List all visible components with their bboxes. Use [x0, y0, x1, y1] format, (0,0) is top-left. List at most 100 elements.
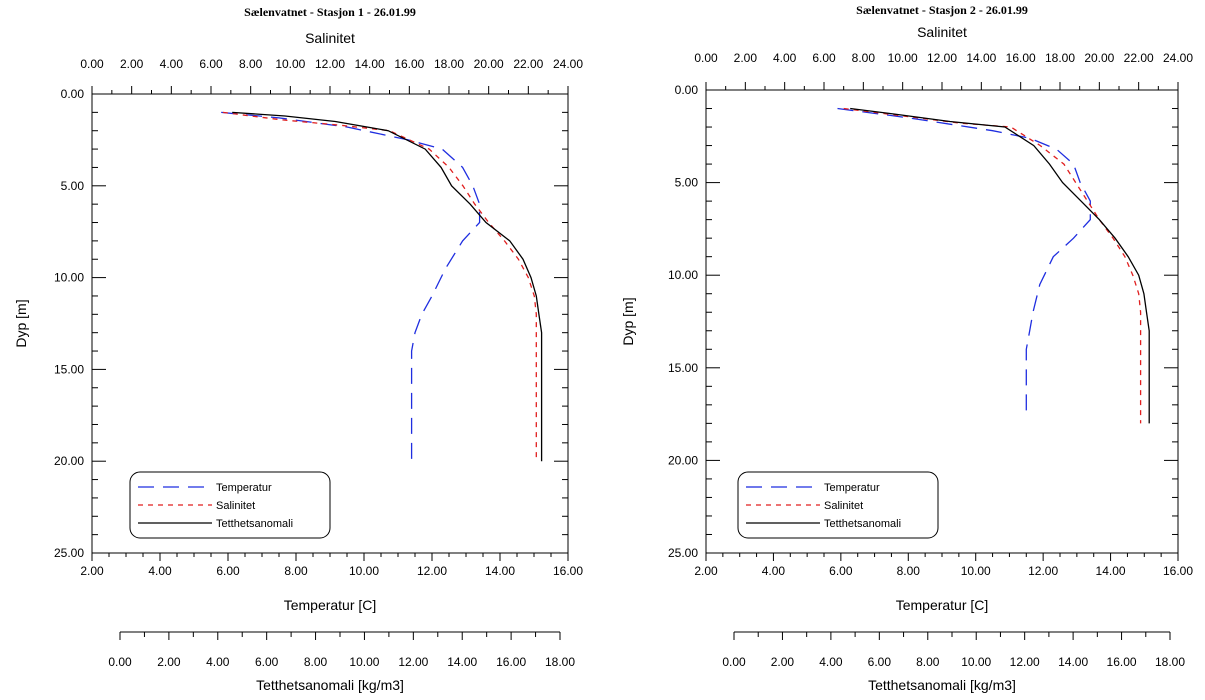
density-tick-label: 18.00: [545, 655, 575, 669]
density-tick-label: 16.00: [1107, 655, 1137, 669]
density-axis-label: Tetthetsanomali [kg/m3]: [868, 677, 1016, 693]
density-axis-label: Tetthetsanomali [kg/m3]: [256, 677, 404, 693]
legend-box: [129, 471, 331, 539]
legend-label: Salinitet: [824, 500, 863, 512]
temperature-tick-label: 6.00: [829, 564, 853, 578]
salinity-tick-label: 24.00: [553, 57, 583, 71]
salinity-tick-label: 4.00: [160, 57, 184, 71]
legend: Temperatur Salinitet Tetthetsanomali: [129, 471, 331, 539]
depth-tick-label: 10.00: [54, 271, 84, 285]
density-tick-label: 10.00: [349, 655, 379, 669]
temperature-tick-label: 16.00: [553, 564, 583, 578]
chart-panel-1: Sælenvatnet - Stasjon 1 - 26.01.99 Salini…: [13, 5, 583, 693]
depth-axis-label: Dyp [m]: [620, 297, 636, 345]
series-line-salinitet: [222, 111, 537, 462]
salinity-tick-label: 18.00: [434, 57, 464, 71]
legend-label: Temperatur: [824, 482, 880, 494]
temperature-axis-label: Temperatur [C]: [896, 597, 989, 613]
salinity-tick-label: 12.00: [927, 51, 957, 65]
density-tick-label: 12.00: [1010, 655, 1040, 669]
salinity-axis-label: Salinitet: [917, 24, 967, 40]
depth-tick-label: 20.00: [668, 453, 698, 467]
depth-tick-label: 5.00: [61, 179, 85, 193]
temperature-tick-label: 6.00: [216, 564, 240, 578]
temperature-tick-label: 10.00: [349, 564, 379, 578]
salinity-tick-label: 14.00: [966, 51, 996, 65]
density-tick-label: 14.00: [447, 655, 477, 669]
series-line-temperatur: [221, 111, 481, 462]
series-line-temperatur: [837, 107, 1091, 411]
depth-tick-label: 25.00: [54, 546, 84, 560]
salinity-tick-label: 6.00: [812, 51, 836, 65]
depth-tick-label: 10.00: [668, 268, 698, 282]
salinity-tick-label: 20.00: [1084, 51, 1114, 65]
density-tick-label: 2.00: [157, 655, 181, 669]
salinity-tick-label: 2.00: [120, 57, 144, 71]
series-line-salinitet: [843, 107, 1142, 424]
salinity-tick-label: 4.00: [773, 51, 797, 65]
temperature-tick-label: 12.00: [1028, 564, 1058, 578]
series-line-tetthetsanomali: [232, 111, 543, 462]
salinity-axis-label: Salinitet: [305, 30, 355, 46]
depth-tick-label: 25.00: [668, 546, 698, 560]
salinity-tick-label: 22.00: [513, 57, 543, 71]
depth-tick-label: 15.00: [54, 362, 84, 376]
salinity-tick-label: 8.00: [239, 57, 263, 71]
salinity-tick-label: 20.00: [474, 57, 504, 71]
temperature-tick-label: 16.00: [1163, 564, 1193, 578]
salinity-tick-label: 10.00: [888, 51, 918, 65]
density-tick-label: 4.00: [819, 655, 843, 669]
temperature-tick-label: 10.00: [961, 564, 991, 578]
density-tick-label: 4.00: [206, 655, 230, 669]
temperature-tick-label: 8.00: [897, 564, 921, 578]
salinity-tick-label: 12.00: [315, 57, 345, 71]
salinity-tick-label: 24.00: [1163, 51, 1193, 65]
salinity-tick-label: 0.00: [694, 51, 718, 65]
chart-title: Sælenvatnet - Stasjon 1 - 26.01.99: [244, 5, 416, 19]
salinity-tick-label: 8.00: [852, 51, 876, 65]
density-tick-label: 12.00: [398, 655, 428, 669]
density-tick-label: 14.00: [1058, 655, 1088, 669]
legend-label: Tetthetsanomali: [824, 518, 901, 530]
series-line-tetthetsanomali: [850, 107, 1150, 424]
density-tick-label: 6.00: [868, 655, 892, 669]
density-tick-label: 8.00: [304, 655, 328, 669]
legend-label: Tetthetsanomali: [216, 518, 293, 530]
density-tick-label: 18.00: [1155, 655, 1185, 669]
temperature-tick-label: 8.00: [284, 564, 308, 578]
salinity-tick-label: 0.00: [80, 57, 104, 71]
legend: Temperatur Salinitet Tetthetsanomali: [737, 471, 939, 539]
density-tick-label: 16.00: [496, 655, 526, 669]
temperature-tick-label: 2.00: [694, 564, 718, 578]
depth-tick-label: 5.00: [675, 176, 699, 190]
density-tick-label: 6.00: [255, 655, 279, 669]
salinity-tick-label: 16.00: [1006, 51, 1036, 65]
depth-tick-label: 15.00: [668, 361, 698, 375]
chart-panel-2: Sælenvatnet - Stasjon 2 - 26.01.99 Salini…: [620, 3, 1193, 693]
salinity-tick-label: 16.00: [394, 57, 424, 71]
temperature-tick-label: 2.00: [80, 564, 104, 578]
density-tick-label: 10.00: [961, 655, 991, 669]
salinity-tick-label: 6.00: [199, 57, 223, 71]
salinity-tick-label: 10.00: [275, 57, 305, 71]
depth-axis-label: Dyp [m]: [13, 299, 29, 347]
legend-label: Salinitet: [216, 500, 255, 512]
temperature-tick-label: 14.00: [485, 564, 515, 578]
temperature-tick-label: 4.00: [148, 564, 172, 578]
salinity-tick-label: 22.00: [1124, 51, 1154, 65]
depth-tick-label: 0.00: [61, 87, 85, 101]
density-tick-label: 0.00: [722, 655, 746, 669]
temperature-tick-label: 14.00: [1096, 564, 1126, 578]
salinity-tick-label: 18.00: [1045, 51, 1075, 65]
chart-title: Sælenvatnet - Stasjon 2 - 26.01.99: [856, 3, 1028, 17]
salinity-tick-label: 14.00: [355, 57, 385, 71]
density-tick-label: 0.00: [108, 655, 132, 669]
temperature-tick-label: 12.00: [417, 564, 447, 578]
temperature-tick-label: 4.00: [762, 564, 786, 578]
temperature-axis-label: Temperatur [C]: [284, 597, 377, 613]
legend-box: [737, 471, 939, 539]
density-tick-label: 8.00: [916, 655, 940, 669]
density-tick-label: 2.00: [771, 655, 795, 669]
salinity-tick-label: 2.00: [734, 51, 758, 65]
